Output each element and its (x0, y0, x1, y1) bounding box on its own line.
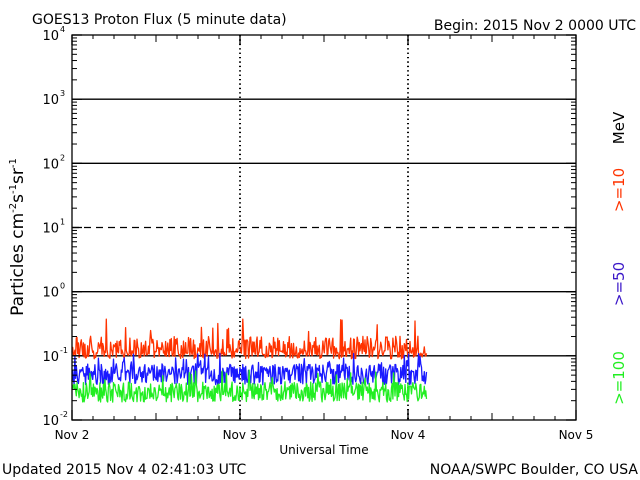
legend-unit: MeV (610, 111, 628, 144)
plot-area (71, 34, 577, 421)
y-tick-exponent: -1 (60, 346, 68, 355)
y-tick-label: 10 (42, 286, 59, 301)
y-tick-label: 10 (42, 29, 59, 44)
y-tick-base: 10 (42, 157, 59, 172)
x-tick-label: Nov 5 (559, 428, 594, 442)
y-axis-label-part: sr (8, 168, 28, 184)
chart-title: GOES13 Proton Flux (5 minute data) (32, 12, 287, 28)
y-tick-label: 10 (42, 93, 59, 108)
y-tick-exponent: -2 (60, 410, 68, 419)
y-axis-label-exp: -2 (8, 203, 19, 213)
y-tick-base: 10 (42, 414, 59, 429)
y-tick-base: 10 (42, 286, 59, 301)
y-tick-base: 10 (42, 93, 59, 108)
y-tick-label: 10 (42, 414, 59, 429)
x-axis-label: Universal Time (279, 443, 368, 457)
x-tick-label: Nov 4 (391, 428, 426, 442)
y-tick-label: 10 (42, 350, 59, 365)
y-axis-label-part: Particles cm (8, 213, 28, 316)
y-tick-exponent: 3 (60, 89, 65, 98)
y-axis-label-part: s (8, 194, 28, 203)
y-tick-base: 10 (42, 29, 59, 44)
y-tick-base: 10 (42, 222, 59, 237)
legend-series-50: >=50 (610, 262, 628, 306)
legend-series-100: >=100 (610, 351, 628, 405)
y-tick-exponent: 4 (60, 25, 65, 34)
y-axis-label-exp: -1 (8, 158, 19, 168)
y-tick-label: 10 (42, 222, 59, 237)
legend-series-10: >=10 (610, 168, 628, 212)
updated-timestamp: Updated 2015 Nov 4 02:41:03 UTC (2, 462, 247, 478)
y-tick-label: 10 (42, 157, 59, 172)
x-axis-ticks: Nov 2 Nov 3 Nov 4 Nov 5 (55, 35, 594, 442)
series-line-ge100 (71, 369, 428, 403)
y-tick-exponent: 2 (60, 153, 65, 162)
y-axis-label-exp: -1 (8, 184, 19, 194)
begin-time: Begin: 2015 Nov 2 0000 UTC (434, 18, 636, 34)
y-tick-base: 10 (42, 350, 59, 365)
credit: NOAA/SWPC Boulder, CO USA (430, 462, 639, 478)
x-tick-label: Nov 3 (223, 428, 258, 442)
y-tick-exponent: 0 (60, 282, 65, 291)
y-tick-exponent: 1 (60, 218, 65, 227)
x-tick-label: Nov 2 (55, 428, 90, 442)
y-axis-label: Particles cm-2s-1sr-1 (8, 158, 28, 316)
series-line-ge10 (71, 318, 428, 360)
